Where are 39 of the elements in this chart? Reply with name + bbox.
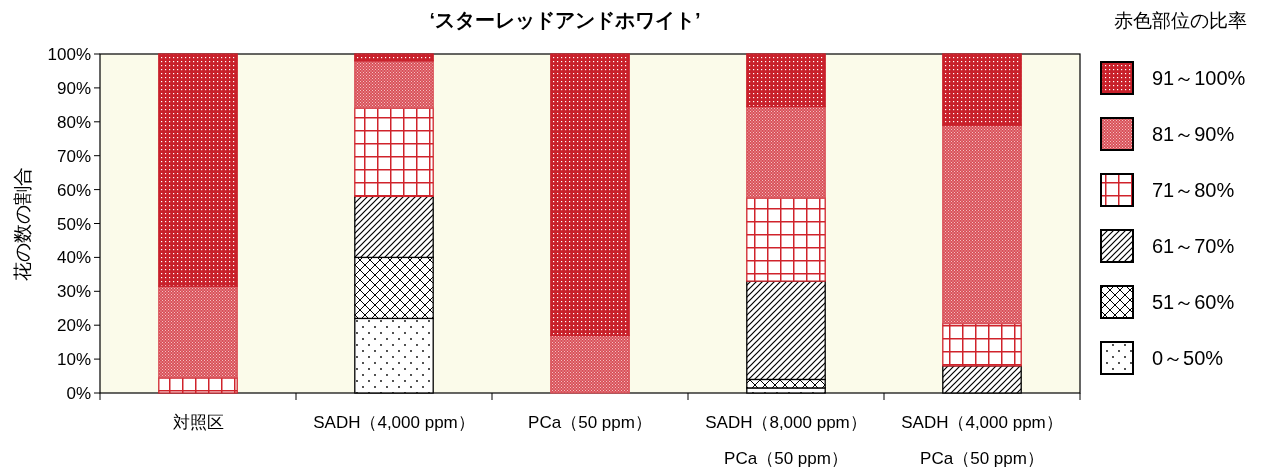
bar [746,105,826,199]
y-tick-label: 70% [56,146,91,166]
chart-title: ‘スターレッドアンドホワイト’ [429,9,701,31]
bar [354,107,434,198]
legend-label: 0～50% [1152,347,1224,369]
y-tick-label: 0% [66,384,91,403]
y-tick-label: 30% [56,282,91,302]
y-tick-label: 100% [47,45,91,64]
bar [354,60,434,109]
bar [158,285,238,379]
bar [942,322,1022,367]
bar [354,53,434,62]
x-tick-label: SADH（4,000 ppm） PCa（50 ppm） [901,413,1063,468]
x-tick-label: SADH（4,000 ppm） [313,413,475,432]
legend-label: 71～80% [1152,179,1235,201]
bar [746,197,826,282]
bar [942,53,1022,126]
y-tick-label: 10% [56,350,91,370]
legend-title: 赤色部位の比率 [1113,10,1247,31]
y-tick-label: 90% [56,78,91,98]
bar [550,53,630,337]
legend-label: 91～100% [1152,67,1246,89]
legend-label: 61～70% [1152,235,1235,257]
legend-label: 51～60% [1152,291,1235,313]
bar [746,53,826,108]
bar [158,53,238,287]
bar [158,377,238,394]
y-tick-label: 60% [56,180,91,200]
y-tick-label: 20% [56,316,91,336]
y-axis-title: 花の数の割合 [12,166,33,281]
x-tick-label: SADH（8,000 ppm） PCa（50 ppm） [705,413,867,468]
bar [550,334,630,394]
y-tick-label: 50% [56,214,91,234]
bar [942,124,1022,325]
legend-label: 81～90% [1152,123,1235,145]
y-tick-label: 40% [56,248,91,268]
y-tick-label: 80% [56,112,91,132]
x-tick-label: 対照区 [172,413,224,432]
x-tick-label: PCa（50 ppm） [528,413,652,432]
